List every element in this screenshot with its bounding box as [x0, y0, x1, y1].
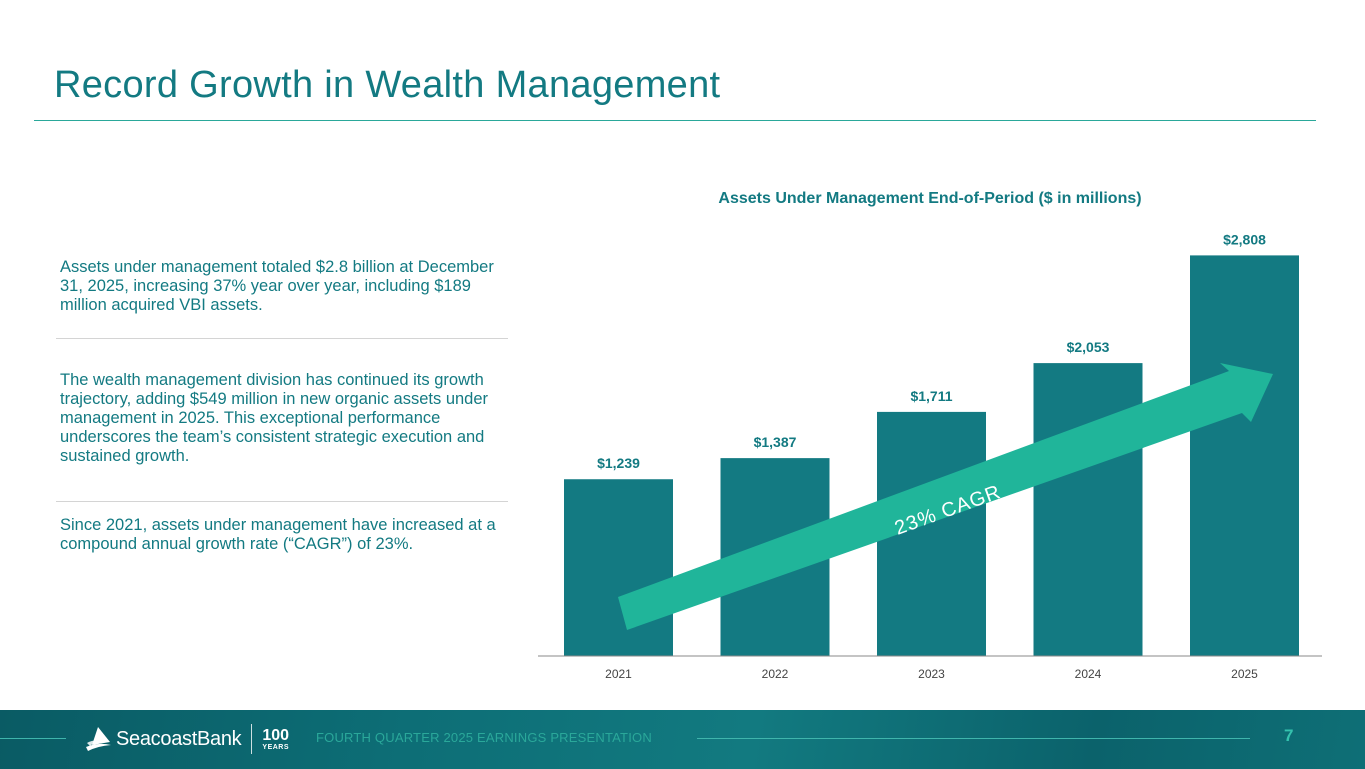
- chart-title: Assets Under Management End-of-Period ($…: [718, 190, 1141, 207]
- bar-2021: [564, 479, 673, 656]
- bullet-divider: [56, 338, 508, 339]
- centennial-badge: 100 YEARS: [262, 726, 290, 751]
- page-title: Record Growth in Wealth Management: [54, 64, 721, 106]
- sail-logo-icon: [86, 727, 111, 751]
- logo-separator: [251, 724, 253, 754]
- bar-value-label: $2,053: [1067, 339, 1110, 355]
- years-number: 100: [262, 726, 290, 744]
- bar-value-label: $1,387: [754, 434, 797, 450]
- bar-value-label: $2,808: [1223, 231, 1266, 247]
- bar-2025: [1190, 255, 1299, 656]
- x-tick-label: 2022: [762, 667, 789, 681]
- x-tick-label: 2023: [918, 667, 945, 681]
- bullet-list: Assets under management totaled $2.8 bil…: [56, 258, 508, 554]
- bullet-divider: [56, 501, 508, 502]
- x-tick-label: 2024: [1075, 667, 1102, 681]
- x-tick-label: 2021: [605, 667, 632, 681]
- x-tick-label: 2025: [1231, 667, 1258, 681]
- seacoast-logo: SeacoastBank 100 YEARS: [84, 724, 289, 754]
- bar-value-label: $1,711: [910, 388, 952, 404]
- bar-value-label: $1,239: [597, 455, 640, 471]
- bullet-item: The wealth management division has conti…: [60, 371, 489, 465]
- footer-rule-right: [697, 738, 1250, 739]
- bullet-item: Since 2021, assets under management have…: [60, 516, 496, 553]
- growth-arrow-icon: [618, 363, 1273, 630]
- brand-name: SeacoastBank: [116, 727, 242, 750]
- bullet-item: Assets under management totaled $2.8 bil…: [60, 258, 494, 314]
- years-label: YEARS: [262, 743, 290, 751]
- page-number: 7: [1284, 726, 1294, 745]
- footer-bar: SeacoastBank 100 YEARS FOURTH QUARTER 20…: [0, 710, 1365, 769]
- presentation-name: FOURTH QUARTER 2025 EARNINGS PRESENTATIO…: [316, 730, 652, 745]
- aum-bar-chart: Assets Under Management End-of-Period ($…: [538, 190, 1322, 681]
- title-divider: [34, 120, 1316, 121]
- bar-2024: [1033, 363, 1143, 656]
- footer-rule-left: [0, 738, 66, 739]
